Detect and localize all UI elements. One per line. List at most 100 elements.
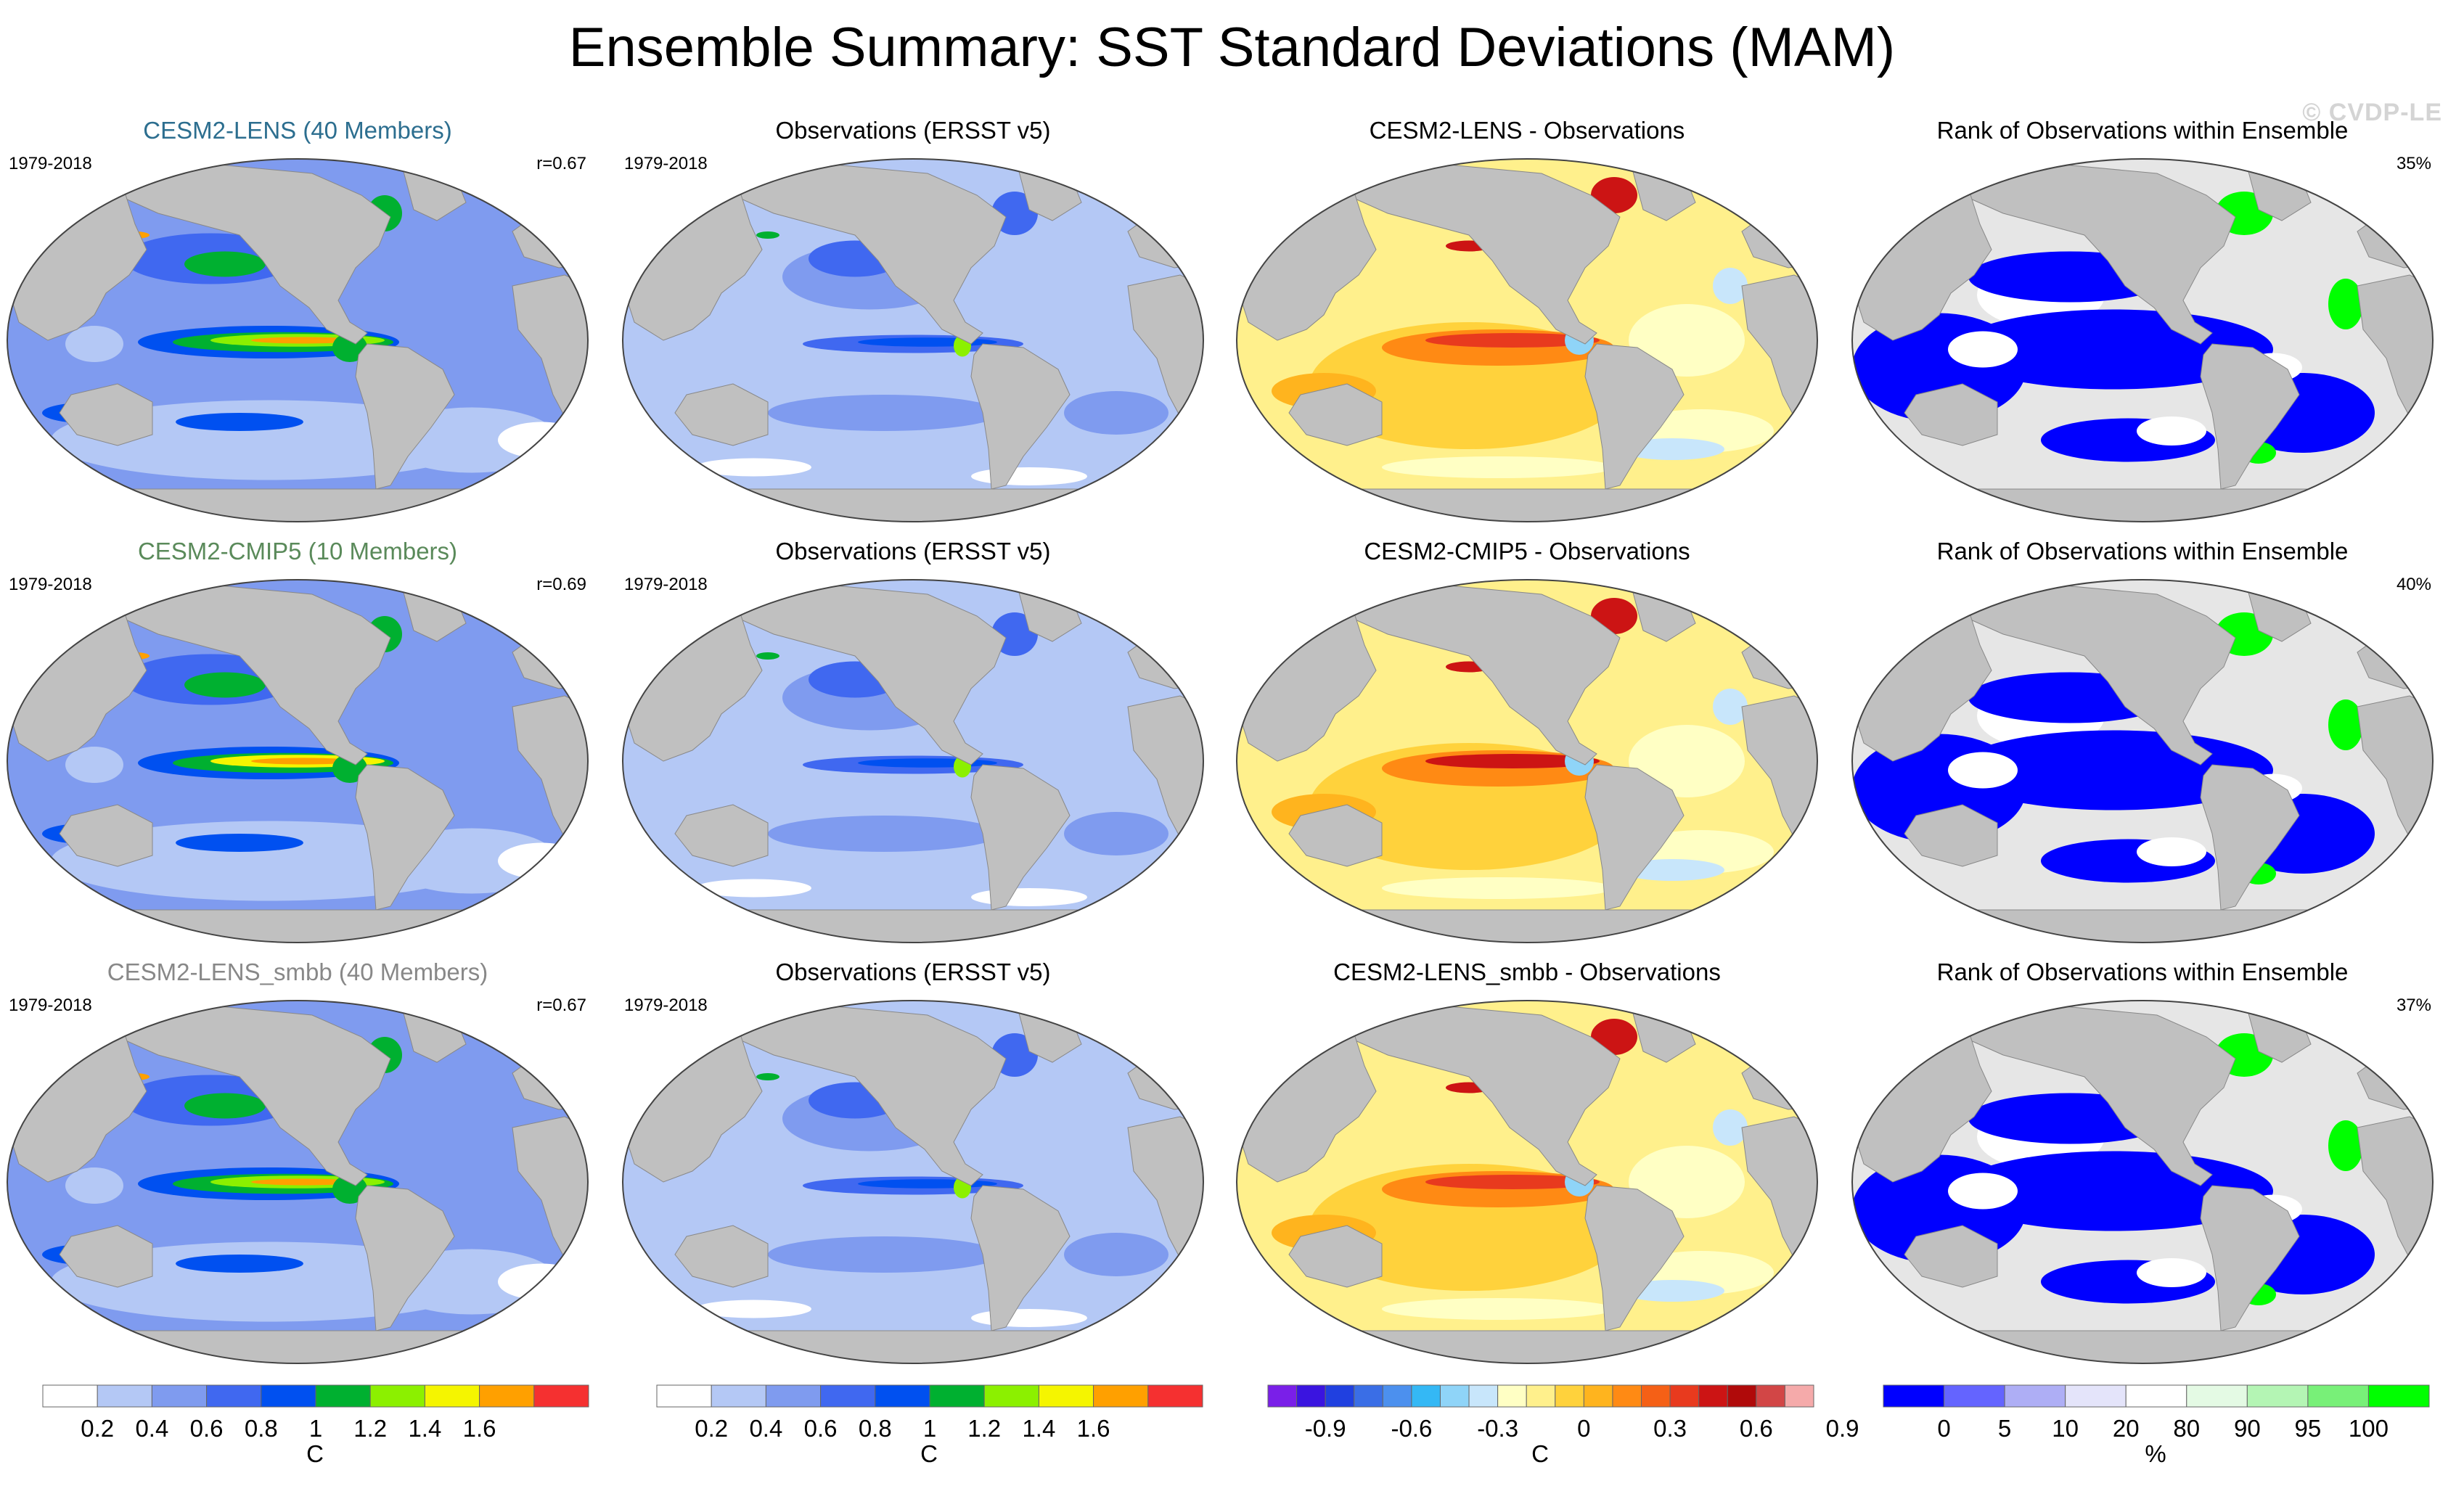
colorbar-4 (1883, 1384, 2430, 1408)
colorbar-swatch (369, 1384, 425, 1408)
map-svg (7, 158, 589, 522)
land-samerica (970, 1185, 1071, 1331)
field-contour (1064, 812, 1168, 855)
map-border (1851, 1000, 2434, 1364)
colorbar-swatch (1093, 1384, 1149, 1408)
land-australia (1904, 383, 1998, 446)
map (0, 997, 595, 1371)
field-contour (1425, 754, 1600, 768)
map (615, 576, 1211, 950)
colorbar-swatch (1756, 1384, 1785, 1408)
colorbar-swatch (711, 1384, 766, 1408)
colorbar-tick-label: 1.4 (1022, 1415, 1056, 1442)
colorbar-swatch (2367, 1384, 2430, 1408)
panel-rank-row3: Rank of Observations within Ensemble 37% (1845, 958, 2440, 1368)
land-australia (59, 383, 153, 446)
colorbar-tick-label: -0.9 (1304, 1415, 1346, 1442)
colorbar-swatch (1147, 1384, 1203, 1408)
colorbar-tick-label: 1.2 (967, 1415, 1002, 1442)
colorbar-tick-label: 0.6 (803, 1415, 838, 1442)
field-contour (251, 1178, 356, 1186)
map-border (1851, 158, 2434, 522)
field-contour (1629, 304, 1745, 377)
colorbar-tick-label: 1 (308, 1415, 323, 1442)
colorbar-swatch (261, 1384, 316, 1408)
land-namerica (732, 583, 1007, 765)
map-svg (7, 1000, 589, 1364)
period-label: 1979-2018 (9, 996, 92, 1015)
panel-title: CESM2-LENS_smbb - Observations (1333, 958, 1721, 985)
field-contour (971, 888, 1087, 906)
land-samerica (970, 764, 1071, 911)
land-antarctica (1237, 488, 1817, 522)
land-namerica (1962, 162, 2236, 345)
map-svg (1236, 158, 1818, 522)
land-namerica (1346, 162, 1621, 345)
map-svg (7, 579, 589, 943)
field-contour (768, 816, 1000, 852)
period-label: 1979-2018 (624, 996, 708, 1015)
colorbar-tick-label: 10 (2052, 1415, 2079, 1442)
colorbar-tick-label: 1.2 (353, 1415, 388, 1442)
land-antarctica (1237, 1330, 1817, 1363)
map (615, 997, 1211, 1371)
land-antarctica (7, 909, 588, 943)
field-contour (65, 747, 123, 783)
colorbar-swatch (1325, 1384, 1355, 1408)
field-contour (184, 672, 266, 698)
rank-percent: 40% (2396, 575, 2431, 594)
land-namerica (1346, 583, 1621, 765)
field-contour (1713, 268, 1748, 304)
field-contour (2328, 699, 2363, 750)
rank-percent: 37% (2396, 996, 2431, 1015)
colorbar-tick-label: 1.6 (1076, 1415, 1110, 1442)
colorbar-tick-label: 0.4 (135, 1415, 169, 1442)
map (1229, 997, 1825, 1371)
field-contour (2328, 279, 2363, 329)
colorbar-swatch (656, 1384, 712, 1408)
field-contour (184, 1093, 266, 1119)
map-border (622, 1000, 1204, 1364)
colorbar-swatch (1641, 1384, 1671, 1408)
land-australia (674, 1225, 769, 1288)
land-namerica (732, 1003, 1007, 1186)
field-contour (971, 467, 1087, 485)
colorbar-swatch (206, 1384, 262, 1408)
map-svg (622, 158, 1204, 522)
land-australia (1288, 383, 1383, 446)
colorbar-tick-label: 0.8 (858, 1415, 892, 1442)
colorbar-swatch (1497, 1384, 1527, 1408)
land-samerica (970, 343, 1071, 490)
land-samerica (1584, 1185, 1685, 1331)
field-contour (1948, 752, 2018, 789)
land-antarctica (623, 1330, 1203, 1363)
colorbar-swatch (479, 1384, 535, 1408)
colorbar-tick-label: 0 (1937, 1415, 1951, 1442)
field-contour (1064, 391, 1168, 435)
colorbar-swatch (2307, 1384, 2369, 1408)
land-namerica (117, 583, 391, 765)
field-contour (65, 326, 123, 362)
colorbar-swatch (875, 1384, 930, 1408)
field-contour (695, 458, 811, 477)
pattern-correlation: r=0.67 (536, 996, 586, 1015)
map-svg (622, 579, 1204, 943)
field-contour (251, 758, 356, 765)
land-australia (59, 804, 153, 867)
panel-difference-row1: CESM2-LENS - Observations (1229, 116, 1825, 527)
field-contour (1382, 1298, 1614, 1320)
colorbar-swatch (1612, 1384, 1642, 1408)
field-contour (498, 1263, 585, 1300)
colorbar-tick-label: 95 (2294, 1415, 2322, 1442)
map-svg (1236, 579, 1818, 943)
colorbar-swatch (983, 1384, 1039, 1408)
watermark: © CVDP-LE (2302, 99, 2442, 126)
colorbar-tick-label: -0.6 (1391, 1415, 1433, 1442)
land-antarctica (623, 909, 1203, 943)
map-svg (1851, 579, 2434, 943)
colorbar-swatch (2065, 1384, 2127, 1408)
land-namerica (1346, 1003, 1621, 1186)
map (615, 155, 1211, 529)
colorbar-tick-label: 0.4 (749, 1415, 783, 1442)
colorbar-swatch (1411, 1384, 1441, 1408)
